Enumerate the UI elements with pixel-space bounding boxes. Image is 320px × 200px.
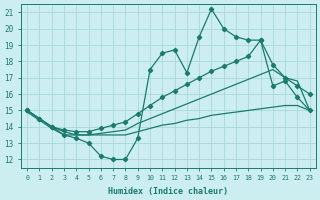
X-axis label: Humidex (Indice chaleur): Humidex (Indice chaleur) [108, 187, 228, 196]
